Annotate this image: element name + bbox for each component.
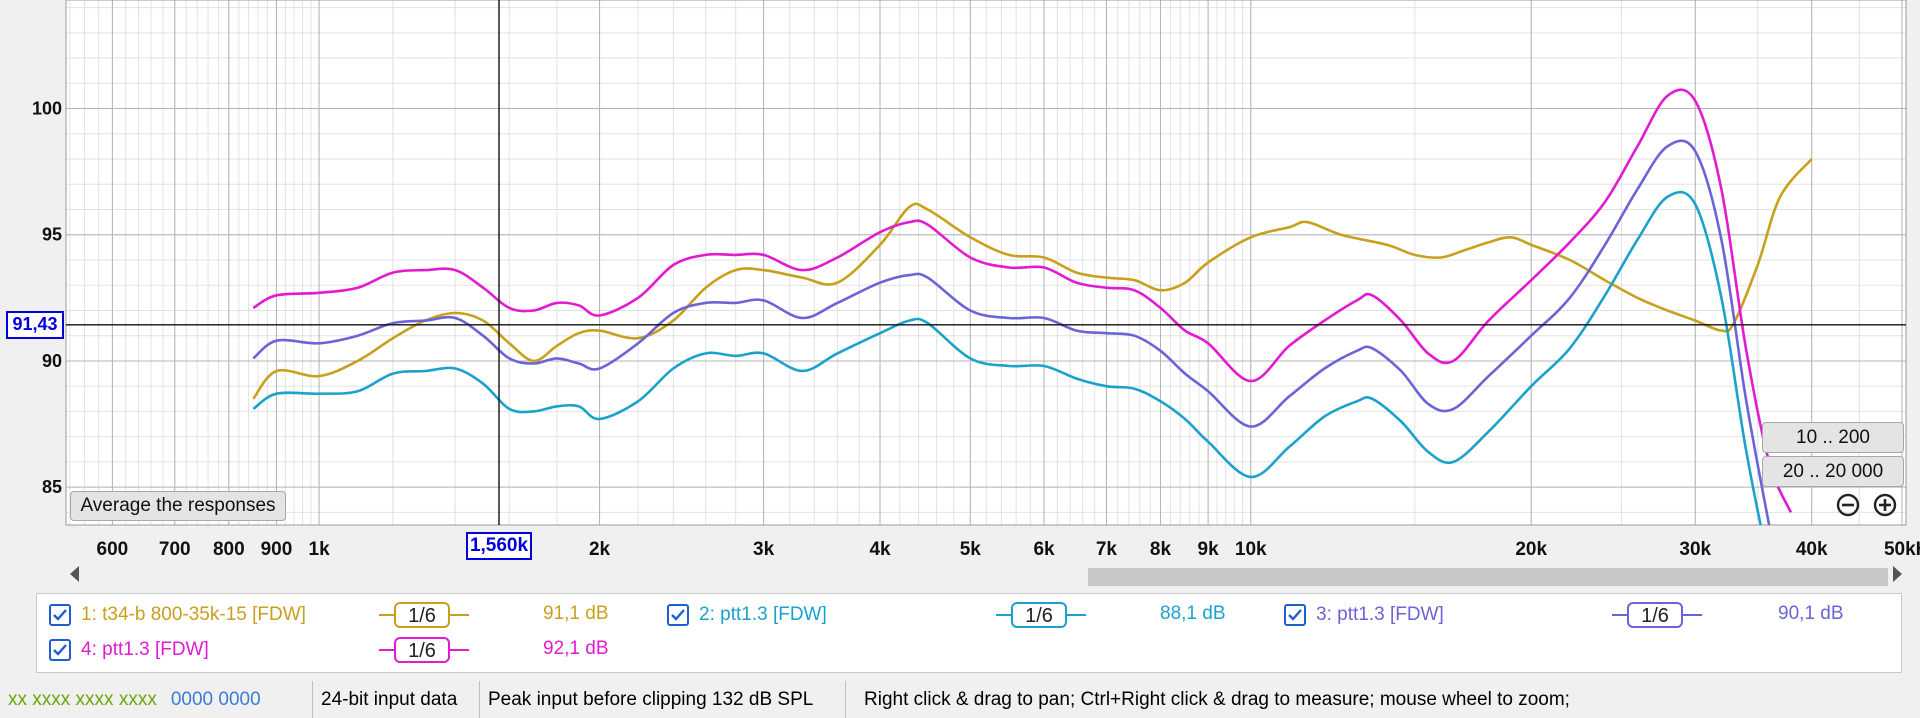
scroll-right-icon[interactable] <box>1893 566 1902 582</box>
status-peak-input: Peak input before clipping 132 dB SPL <box>480 681 846 718</box>
legend-label: 3: ptt1.3 [FDW] <box>1316 604 1444 625</box>
measurement-cursor <box>66 0 1906 525</box>
series-lines <box>252 88 1813 525</box>
x-tick-label: 5k <box>960 539 982 560</box>
range-10-200-button[interactable]: 10 .. 200 <box>1762 422 1904 453</box>
cursor-x-readout: 1,560k <box>466 532 532 560</box>
zoom-out-icon[interactable] <box>1836 493 1860 517</box>
status-zeros-text: 0000 0000 <box>170 688 261 710</box>
scrollbar-thumb[interactable] <box>1088 568 1888 586</box>
legend-item-2[interactable]: 2: ptt1.3 [FDW] <box>667 599 827 631</box>
legend-item-4[interactable]: 4: ptt1.3 [FDW] <box>49 634 209 666</box>
series-line-3 <box>252 139 1771 525</box>
smoothing-badge-4[interactable]: 1/6 <box>377 635 471 665</box>
frequency-response-chart[interactable]: 85 90 95 100 600 700 800 900 1k 2k 3k 4k 5k 6k 7k 8k 9k… <box>0 0 1920 560</box>
x-tick-label: 3k <box>753 539 775 560</box>
status-bar: xx xxxx xxxx xxxx 0000 0000 24-bit input… <box>0 681 1920 718</box>
series-line-2 <box>252 190 1762 525</box>
series-line-1 <box>252 158 1813 400</box>
cursor-y-readout: 91,43 <box>6 310 64 339</box>
x-tick-label: 30k <box>1679 539 1711 560</box>
status-bits: xx xxxx xxxx xxxx 0000 0000 <box>0 681 313 718</box>
x-tick-label: 900 <box>261 539 293 560</box>
x-axis-tick-labels: 600 700 800 900 1k 2k 3k 4k 5k 6k 7k 8k 9k 10k 20k 30k 4… <box>97 539 1920 560</box>
y-tick-label: 85 <box>42 477 62 497</box>
x-tick-label: 2k <box>589 539 611 560</box>
checkbox-checked-icon[interactable] <box>667 604 689 626</box>
legend-db-value: 91,1 dB <box>543 603 609 624</box>
smoothing-label: 1/6 <box>408 605 436 627</box>
smoothing-label: 1/6 <box>1641 605 1669 627</box>
series-line-4 <box>252 88 1793 513</box>
x-tick-label: 700 <box>159 539 191 560</box>
smoothing-label: 1/6 <box>1025 605 1053 627</box>
x-tick-label: 1k <box>309 539 331 560</box>
major-grid <box>65 0 1907 526</box>
y-tick-label: 100 <box>32 99 62 119</box>
y-tick-label: 90 <box>42 351 62 371</box>
legend-label: 2: ptt1.3 [FDW] <box>699 604 827 625</box>
checkbox-checked-icon[interactable] <box>49 639 71 661</box>
x-tick-label: 6k <box>1033 539 1055 560</box>
y-tick-label: 95 <box>42 225 62 245</box>
status-bits-text: xx xxxx xxxx xxxx <box>8 688 157 710</box>
legend-label: 4: ptt1.3 [FDW] <box>81 639 209 660</box>
zoom-in-icon[interactable] <box>1873 493 1897 517</box>
x-tick-label: 800 <box>213 539 245 560</box>
legend-db-value: 90,1 dB <box>1778 603 1844 624</box>
x-tick-label: 7k <box>1096 539 1118 560</box>
checkbox-checked-icon[interactable] <box>1284 604 1306 626</box>
y-axis-tick-labels: 85 90 95 100 <box>32 99 62 498</box>
smoothing-badge-3[interactable]: 1/6 <box>1610 600 1704 630</box>
legend-label: 1: t34-b 800-35k-15 [FDW] <box>81 604 306 625</box>
minor-grid <box>66 0 1906 525</box>
legend-panel: 1: t34-b 800-35k-15 [FDW] 1/6 91,1 dB 2:… <box>36 593 1902 673</box>
legend-item-1[interactable]: 1: t34-b 800-35k-15 [FDW] <box>49 599 306 631</box>
legend-db-value: 88,1 dB <box>1160 603 1226 624</box>
smoothing-label: 1/6 <box>408 640 436 662</box>
smoothing-badge-1[interactable]: 1/6 <box>377 600 471 630</box>
x-tick-label: 40k <box>1796 539 1828 560</box>
x-tick-label: 600 <box>97 539 129 560</box>
status-input-format: 24-bit input data <box>313 681 480 718</box>
scroll-left-icon[interactable] <box>70 566 79 582</box>
legend-item-3[interactable]: 3: ptt1.3 [FDW] <box>1284 599 1444 631</box>
x-tick-label: 9k <box>1198 539 1220 560</box>
x-tick-label: 20k <box>1515 539 1547 560</box>
checkbox-checked-icon[interactable] <box>49 604 71 626</box>
average-responses-button[interactable]: Average the responses <box>70 491 286 521</box>
plot-border <box>65 0 1907 526</box>
x-tick-label: 8k <box>1150 539 1172 560</box>
x-tick-label: 50kHz <box>1884 539 1920 560</box>
range-20-20000-button[interactable]: 20 .. 20 000 <box>1762 456 1904 487</box>
x-tick-label: 10k <box>1235 539 1267 560</box>
legend-db-value: 92,1 dB <box>543 638 609 659</box>
status-hint: Right click & drag to pan; Ctrl+Right cl… <box>864 688 1570 710</box>
x-tick-label: 4k <box>869 539 891 560</box>
smoothing-badge-2[interactable]: 1/6 <box>994 600 1088 630</box>
